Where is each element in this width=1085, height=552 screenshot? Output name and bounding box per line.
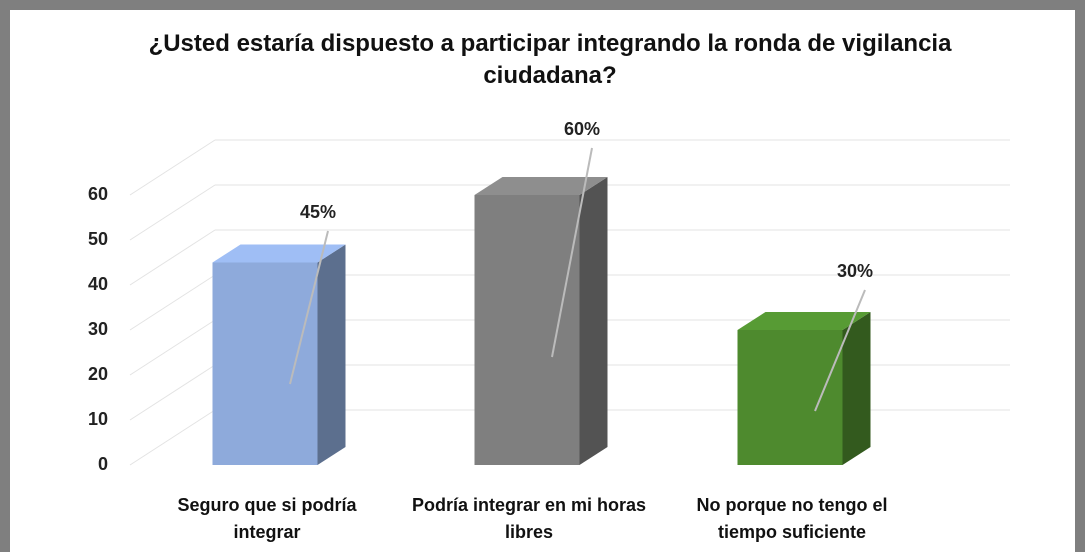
y-tick-label: 20 [88, 364, 108, 384]
bar-top [474, 177, 608, 195]
grid-line-floor [129, 229, 216, 286]
value-label: 30% [837, 261, 873, 281]
chart: 0 10 20 30 40 50 60 45% 60% 30% [88, 119, 1010, 474]
y-tick-label: 10 [88, 409, 108, 429]
leader-line [814, 289, 866, 412]
x-tick-label: No porque no tengo el tiempo suficiente [696, 495, 888, 542]
grid-line-floor [129, 319, 216, 376]
bar [474, 195, 580, 465]
bar [212, 262, 318, 465]
bar [737, 330, 843, 465]
y-tick-label: 30 [88, 319, 108, 339]
leader-line [289, 230, 329, 385]
grid-line-floor [129, 184, 216, 241]
y-tick-label: 50 [88, 229, 108, 249]
bar-top [212, 244, 346, 263]
grid-line-floor [129, 409, 216, 466]
grid-line-floor [129, 139, 216, 196]
x-tick-label: Seguro que si podría integrar [177, 495, 357, 542]
grid-line-floor [129, 364, 216, 421]
bar-top [737, 312, 871, 330]
bar-side [317, 244, 346, 465]
chart-title: ¿Usted estaría dispuesto a participar in… [148, 30, 952, 89]
y-tick-label: 40 [88, 274, 108, 294]
bar-side [579, 177, 608, 465]
value-label: 45% [300, 202, 336, 222]
y-tick-label: 60 [88, 184, 108, 204]
y-tick-label: 0 [98, 454, 108, 474]
value-label: 60% [564, 119, 600, 139]
grid-line-floor [129, 274, 216, 331]
leader-line [551, 147, 593, 358]
x-tick-label: Podría integrar en mi horas libres [411, 495, 647, 542]
bar-side [842, 312, 871, 465]
